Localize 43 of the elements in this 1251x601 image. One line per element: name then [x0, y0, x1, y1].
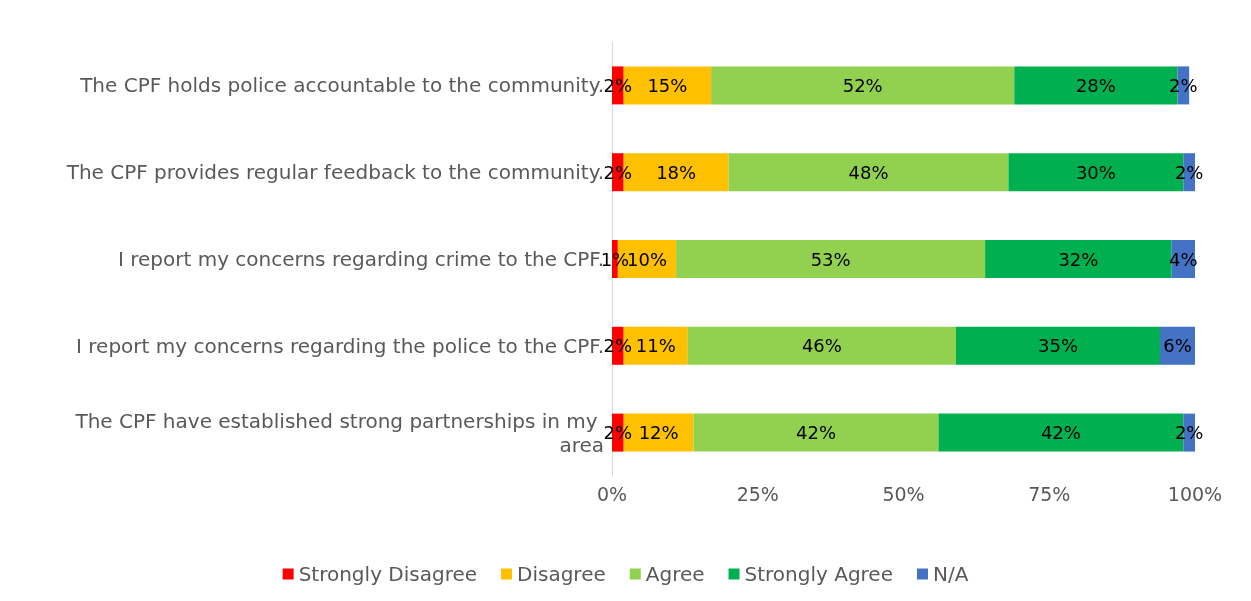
data-label: 30%	[1075, 161, 1116, 183]
x-tick-label: 100%	[1167, 482, 1223, 505]
x-tick-label: 0%	[596, 482, 628, 505]
data-label: 35%	[1037, 335, 1078, 357]
x-tick-label: 75%	[1028, 482, 1071, 505]
y-tick-label: The CPF provides regular feedback to the community.	[65, 160, 604, 185]
data-label: 18%	[656, 161, 697, 183]
bar	[728, 153, 1009, 192]
data-label: 42%	[1040, 422, 1081, 444]
data-label: 2%	[1174, 161, 1204, 183]
data-label: 2%	[603, 74, 633, 96]
data-label: 48%	[848, 161, 889, 183]
data-label: 28%	[1075, 74, 1116, 96]
data-label: 6%	[1163, 335, 1192, 357]
data-label: 2%	[1169, 74, 1198, 96]
data-label: 2%	[603, 161, 633, 183]
y-tick-label: I report my concerns regarding the police to the CPF.	[76, 333, 604, 358]
bar	[711, 66, 1015, 105]
x-tick-label: 50%	[882, 482, 925, 505]
legend-label: Disagree	[517, 562, 606, 586]
y-tick-label: The CPF holds police accountable to the community.	[79, 73, 604, 98]
legend-label: Agree	[645, 562, 705, 586]
bar	[985, 240, 1172, 278]
data-label: 15%	[647, 74, 688, 96]
data-label: 11%	[635, 335, 676, 357]
data-label: 12%	[638, 422, 679, 444]
legend-label: Strongly Disagree	[298, 562, 478, 586]
legend-label: Strongly Agree	[744, 562, 893, 586]
legend-label: N/A	[932, 562, 969, 586]
bar	[687, 326, 956, 365]
y-tick-label: The CPF have established strong partnerships in my area	[74, 408, 604, 457]
data-label: 53%	[810, 248, 851, 270]
data-label: 2%	[603, 422, 633, 444]
data-label: 42%	[796, 422, 837, 444]
bar	[693, 413, 939, 452]
bar	[676, 240, 986, 278]
data-label: 52%	[842, 74, 883, 96]
x-tick-label: 25%	[736, 482, 779, 505]
data-label: 46%	[801, 335, 842, 357]
bar	[955, 326, 1161, 365]
data-label: 2%	[1174, 422, 1204, 444]
data-label: 32%	[1058, 248, 1099, 270]
data-label: 2%	[603, 335, 633, 357]
